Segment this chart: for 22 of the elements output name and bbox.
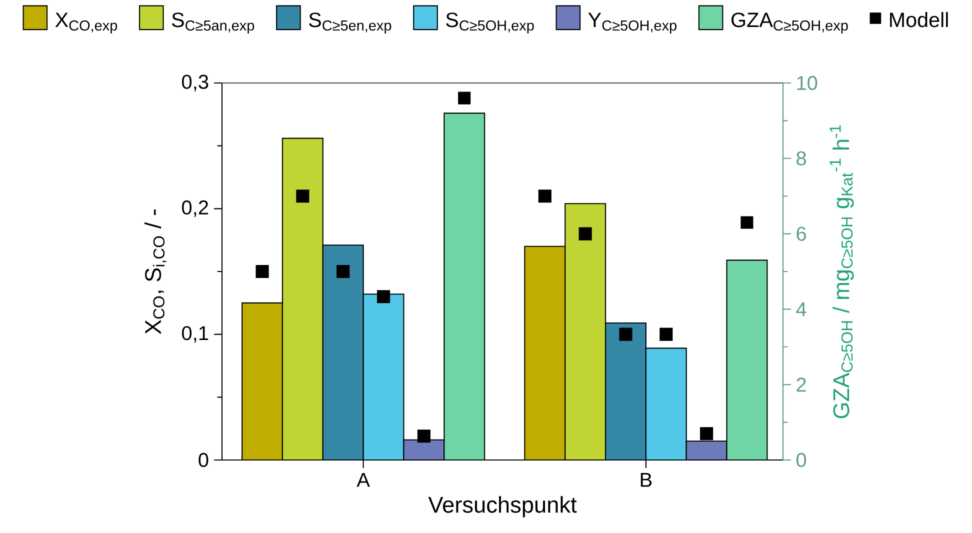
y-tick-label: 0,3 xyxy=(182,74,208,92)
legend-label: S$_{C≥5an,exp}$ xyxy=(172,12,254,34)
y2-tick-label: 6 xyxy=(796,226,806,241)
legend-label: GZA$_{C≥5OH,exp}$ xyxy=(732,12,848,34)
y-axis-title: X$_{CO}$, S$_{i,CO}$ / - xyxy=(144,209,166,334)
x-axis-title: Versuchspunkt xyxy=(428,496,577,518)
legend-label: X$_{CO,exp}$ xyxy=(55,12,118,34)
y2-tick-label: 4 xyxy=(796,302,806,316)
legend-label: S$_{C≥5en,exp}$ xyxy=(309,12,392,34)
y2-tick-label: 2 xyxy=(796,378,806,392)
legend-label: S$_{C≥5OH,exp}$ xyxy=(446,12,534,34)
y-tick-label: 0 xyxy=(198,452,208,468)
x-tick-label: A xyxy=(356,472,370,487)
legend-label: Modell xyxy=(890,12,948,28)
y-tick-label: 0,1 xyxy=(182,326,208,343)
x-tick-label: B xyxy=(640,472,652,487)
y2-tick-label: 0 xyxy=(796,452,806,468)
y-tick-label: 0,2 xyxy=(182,200,208,217)
legend-label: Y$_{C≥5OH,exp}$ xyxy=(588,12,676,34)
y2-tick-label: 8 xyxy=(796,151,806,166)
y2-tick-label: 10 xyxy=(797,76,818,90)
text: GZA$_{C≥5OH}$ / mg$_{C≥5OH}$ g$_{Kat}$$^{-1}$ h$^{-1}$ xyxy=(830,125,854,418)
